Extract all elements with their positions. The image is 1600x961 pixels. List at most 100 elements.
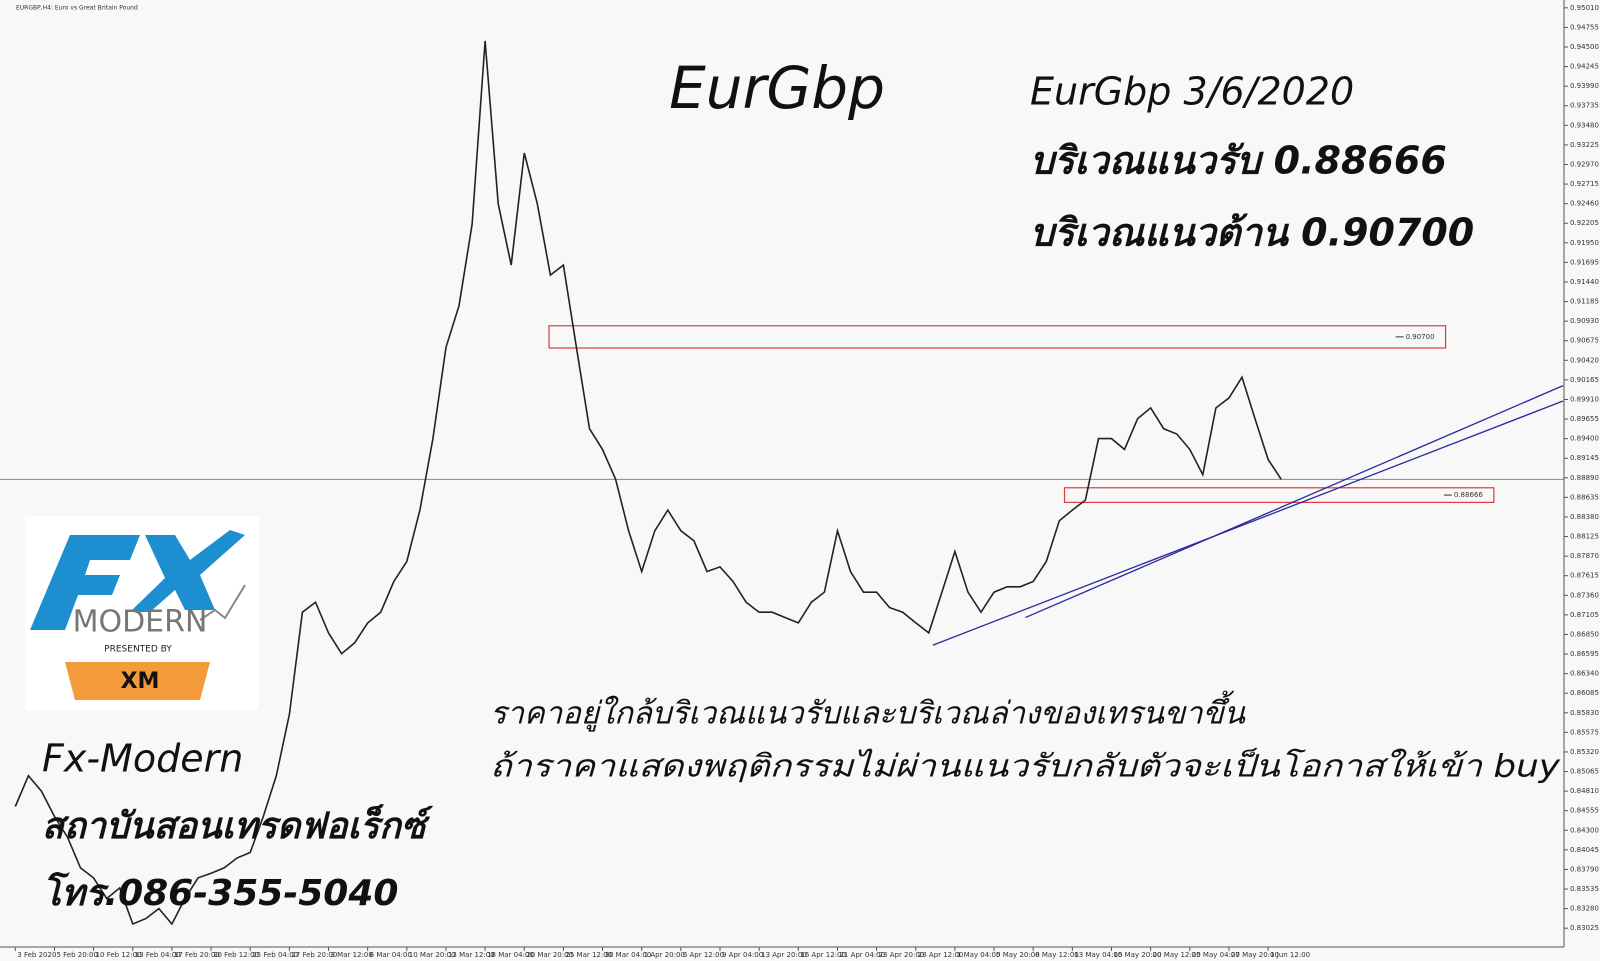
y-tick-label: 0.83790 (1570, 865, 1599, 873)
zone (548, 325, 1447, 349)
x-tick-label: 9 Apr 04:00 (722, 951, 763, 959)
y-tick-label: 0.88635 (1570, 493, 1599, 501)
x-tick-label: 13 Apr 20:00 (761, 951, 807, 959)
y-tick-label: 0.94500 (1570, 43, 1599, 51)
zone-label: 0.88666 (1454, 491, 1483, 499)
x-tick-label: 15 May 20:00 (1114, 951, 1162, 959)
y-tick-label: 0.86340 (1570, 670, 1599, 678)
y-tick-label: 0.92205 (1570, 219, 1599, 227)
trendline (1025, 385, 1564, 619)
y-tick-label: 0.87870 (1570, 552, 1599, 560)
y-tick-label: 0.93225 (1570, 141, 1599, 149)
x-tick-label: 3 Mar 12:00 (331, 951, 373, 959)
y-tick-label: 0.90675 (1570, 337, 1599, 345)
x-tick-label: 21 Apr 04:00 (839, 951, 885, 959)
x-tick-label: 1 May 04:00 (957, 951, 1001, 959)
y-tick-label: 0.84300 (1570, 826, 1599, 834)
logo-f (30, 535, 140, 630)
info-line: บริเวณแนวรับ 0.88666 (1030, 139, 1447, 183)
y-tick-label: 0.90930 (1570, 317, 1599, 325)
logo-presented: PRESENTED BY (104, 645, 172, 655)
x-tick-label: 27 Feb 20:00 (291, 951, 337, 959)
y-tick-label: 0.88890 (1570, 474, 1599, 482)
y-tick-label: 0.86595 (1570, 650, 1599, 658)
x-tick-label: 30 Mar 04:00 (605, 951, 652, 959)
x-tick-label: 6 Mar 04:00 (370, 951, 412, 959)
y-tick-label: 0.91185 (1570, 298, 1599, 306)
logo: MODERN PRESENTED BY XM (25, 516, 259, 710)
plot-area: 0.90700 0.88666 (0, 40, 1564, 926)
y-tick-label: 0.85320 (1570, 748, 1599, 756)
x-tick-label: 25 Mar 12:00 (565, 951, 612, 959)
y-tick-label: 0.89145 (1570, 454, 1599, 462)
x-tick-label: 6 Apr 12:00 (683, 951, 724, 959)
x-tick-label: 18 Mar 04:00 (487, 951, 534, 959)
zone-label: 0.90700 (1406, 333, 1435, 341)
comment-line: ถ้าราคาแสดงพฤติกรรมไม่ผ่านแนวรับกลับตัวจ… (490, 748, 1561, 785)
y-tick-label: 0.89400 (1570, 435, 1599, 443)
x-tick-label: 23 Apr 20:00 (879, 951, 925, 959)
logo-arrow (199, 584, 246, 621)
y-tick-label: 0.95010 (1570, 4, 1599, 12)
y-tick-label: 0.87360 (1570, 591, 1599, 599)
y-tick-label: 0.94245 (1570, 63, 1599, 71)
x-tick-label: 13 Feb 04:00 (135, 951, 181, 959)
y-tick-label: 0.89655 (1570, 415, 1599, 423)
y-tick-label: 0.88125 (1570, 533, 1599, 541)
x-tick-label: 25 Feb 04:00 (252, 951, 298, 959)
logo-sponsor: XM (121, 669, 160, 694)
x-tick-label: 8 May 12:00 (1035, 951, 1079, 959)
logo-brand: MODERN (73, 605, 208, 640)
footer-line: สถาบันสอนเทรดฟอเร็กซ์ (42, 804, 433, 847)
footer-line: Fx-Modern (42, 737, 243, 781)
y-tick-label: 0.93480 (1570, 121, 1599, 129)
x-tick-label: 16 Apr 12:00 (800, 951, 846, 959)
x-tick-label: 10 Mar 20:00 (409, 951, 456, 959)
y-tick-label: 0.83535 (1570, 885, 1599, 893)
info-line: บริเวณแนวต้าน 0.90700 (1030, 211, 1474, 255)
y-tick-label: 0.84810 (1570, 787, 1599, 795)
x-tick-label: 27 May 20:00 (1231, 951, 1279, 959)
price-line-series (14, 40, 1282, 926)
trendline (932, 400, 1564, 646)
x-tick-label: 13 Mar 12:00 (448, 951, 495, 959)
y-tick-label: 0.91950 (1570, 239, 1599, 247)
x-tick-label: 1 Jun 12:00 (1270, 951, 1310, 959)
window-caption: EURGBP,H4: Euro vs Great Britain Pound (16, 5, 138, 12)
y-tick-label: 0.90420 (1570, 356, 1599, 364)
y-tick-label: 0.93990 (1570, 82, 1599, 90)
x-tick-label: 13 May 04:00 (1074, 951, 1122, 959)
y-tick-label: 0.84045 (1570, 846, 1599, 854)
y-tick-label: 0.92460 (1570, 200, 1599, 208)
y-tick-label: 0.86850 (1570, 630, 1599, 638)
y-tick-label: 0.83280 (1570, 905, 1599, 913)
x-tick-label: 20 Mar 20:00 (526, 951, 573, 959)
x-tick-label: 20 May 12:00 (1153, 951, 1201, 959)
y-tick-label: 0.85830 (1570, 709, 1599, 717)
y-tick-label: 0.90165 (1570, 376, 1599, 384)
y-tick-label: 0.86085 (1570, 689, 1599, 697)
x-tick-label: 5 Feb 20:00 (56, 951, 97, 959)
y-tick-label: 0.83025 (1570, 924, 1599, 932)
y-tick-label: 0.92715 (1570, 180, 1599, 188)
x-tick-label: 17 Feb 20:00 (174, 951, 220, 959)
footer-line: โทร.086-355-5040 (42, 871, 398, 914)
x-tick-label: 25 May 04:00 (1192, 951, 1240, 959)
zone (1063, 487, 1495, 503)
y-tick-label: 0.87105 (1570, 611, 1599, 619)
y-tick-label: 0.85575 (1570, 728, 1599, 736)
x-tick-label: 3 Feb 2020 (17, 951, 56, 959)
x-tick-label: 5 May 20:00 (996, 951, 1040, 959)
logo-badge (65, 662, 210, 700)
logo-x (130, 530, 245, 612)
y-tick-label: 0.88380 (1570, 513, 1599, 521)
comment-line: ราคาอยู่ใกล้บริเวณแนวรับและบริเวณล่างของ… (490, 691, 1246, 733)
y-tick-label: 0.85065 (1570, 768, 1599, 776)
y-tick-label: 0.89910 (1570, 395, 1599, 403)
x-tick-label: 20 Feb 12:00 (213, 951, 259, 959)
y-tick-label: 0.91695 (1570, 258, 1599, 266)
info-line: EurGbp 3/6/2020 (1030, 70, 1354, 114)
chart-title: EurGbp (669, 54, 885, 122)
